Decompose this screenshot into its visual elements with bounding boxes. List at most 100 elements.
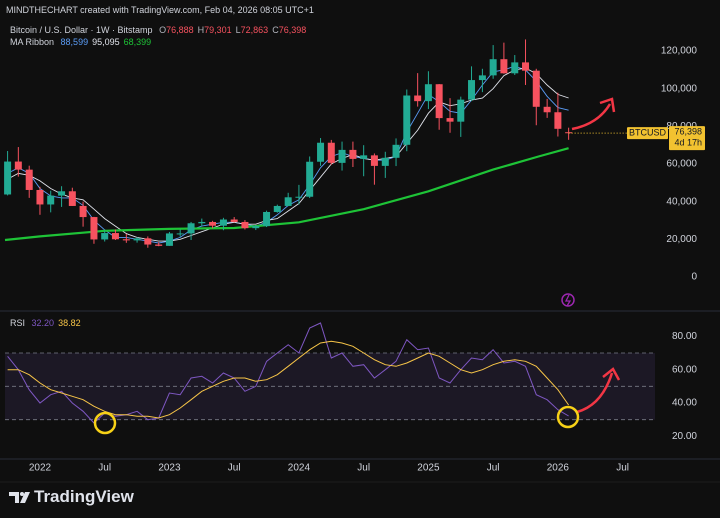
candle-body: [133, 238, 141, 241]
candle-body: [284, 197, 292, 206]
indicator-name: MA Ribbon: [10, 37, 55, 47]
candle-body: [230, 219, 238, 222]
x-tick-label: Jul: [616, 463, 629, 474]
annotation-circle: [93, 411, 117, 435]
candle-body: [295, 196, 303, 198]
indicator-value: 95,095: [92, 37, 120, 47]
line-series: [7, 67, 569, 242]
candle-body: [370, 155, 378, 166]
candle-body: [349, 149, 357, 159]
x-tick-label: Jul: [98, 463, 111, 474]
candle-body: [198, 221, 206, 224]
candle-body: [306, 161, 314, 197]
candle-body: [392, 144, 400, 158]
legend-row: MA Ribbon 88,599 95,095 68,399: [10, 37, 159, 47]
candle-body: [522, 62, 530, 71]
candle-body: [111, 233, 119, 240]
indicator-value: 68,399: [123, 37, 152, 47]
x-tick-label: Jul: [487, 463, 500, 474]
candle-body: [468, 80, 476, 100]
candle-body: [155, 244, 163, 246]
symbol-title: Bitcoin / U.S. Dollar · 1W · Bitstamp: [10, 25, 153, 35]
y-tick-label: 40,000: [666, 196, 697, 207]
candle-body: [403, 95, 411, 145]
candle-body: [4, 161, 12, 195]
ohlc-key: L: [235, 25, 241, 35]
countdown-label: 4d 17h: [674, 138, 702, 148]
indicator-name: RSI: [10, 318, 26, 328]
annotation-arrow-head: [599, 97, 616, 113]
candle-body: [58, 191, 66, 196]
candle-body: [90, 217, 98, 240]
ohlc-key: H: [197, 25, 205, 35]
candle-body: [446, 118, 454, 122]
candle-body: [176, 233, 184, 235]
candle-body: [532, 70, 540, 107]
candle-body: [187, 223, 195, 234]
price-label: 76,398: [674, 127, 702, 137]
y-tick-label: 20.00: [672, 431, 697, 442]
candle-body: [122, 239, 130, 241]
ohlc-value: 76,888: [166, 25, 194, 35]
candle-body: [209, 221, 217, 226]
candle-body: [263, 211, 271, 227]
annotation-arrow: [571, 103, 612, 131]
candle-body: [500, 59, 508, 74]
logo-icon: [9, 492, 30, 503]
x-tick-label: 2023: [158, 463, 181, 474]
candle-body: [435, 84, 443, 119]
line-series: [7, 322, 569, 424]
candle-body: [424, 84, 432, 102]
y-tick-label: 100,000: [661, 83, 698, 94]
candle-body: [144, 238, 152, 245]
candle-body: [543, 106, 551, 113]
candle-body: [381, 157, 389, 166]
ohlc-key: O: [159, 25, 167, 35]
x-tick-label: Jul: [228, 463, 241, 474]
symbol-label-box: [627, 127, 668, 140]
symbol-label: BTCUSD: [629, 128, 667, 138]
legend-row: Bitcoin / U.S. Dollar · 1W · Bitstamp O7…: [10, 25, 314, 35]
watermark-icon: [561, 293, 575, 307]
candle-body: [36, 189, 44, 205]
annotation-arrow-head: [602, 367, 621, 381]
ohlc-value: 76,398: [278, 25, 307, 35]
legend-row: RSI 32.20 38.82: [10, 318, 89, 328]
x-tick-label: 2026: [547, 463, 570, 474]
candle-body: [338, 149, 346, 163]
candle-body: [360, 155, 368, 159]
price-label-box: [669, 126, 705, 151]
ohlc-value: 72,863: [240, 25, 269, 35]
candle-body: [317, 142, 325, 162]
candle-body: [478, 75, 486, 81]
x-tick-label: 2024: [288, 463, 311, 474]
candle-body: [489, 59, 497, 76]
candle-body: [252, 226, 260, 229]
candle-body: [511, 62, 519, 74]
x-tick-label: Jul: [357, 463, 370, 474]
candle-body: [414, 95, 422, 102]
indicator-value: 88,599: [60, 37, 89, 47]
y-tick-label: 120,000: [661, 46, 698, 57]
candle-body: [273, 205, 281, 212]
y-tick-label: 0: [691, 272, 697, 283]
plot-layer: 020,00040,00060,00080,000100,000120,000B…: [4, 39, 705, 474]
candle-body: [457, 99, 465, 122]
candle-body: [165, 233, 173, 246]
indicator-values: 88,599 95,095 68,399: [61, 37, 156, 47]
x-tick-label: 2025: [417, 463, 440, 474]
annotation-arrow: [576, 372, 614, 414]
candle-body: [14, 161, 22, 170]
candle-body: [241, 221, 249, 229]
y-tick-label: 80.00: [672, 331, 697, 342]
annotation-circle: [556, 405, 580, 429]
candle-body: [101, 233, 109, 240]
x-tick-label: 2022: [29, 463, 52, 474]
y-tick-label: 20,000: [666, 234, 697, 245]
candle-body: [327, 142, 335, 163]
candle-body: [25, 169, 33, 190]
candle-body: [554, 112, 562, 129]
candle-body: [79, 205, 87, 218]
